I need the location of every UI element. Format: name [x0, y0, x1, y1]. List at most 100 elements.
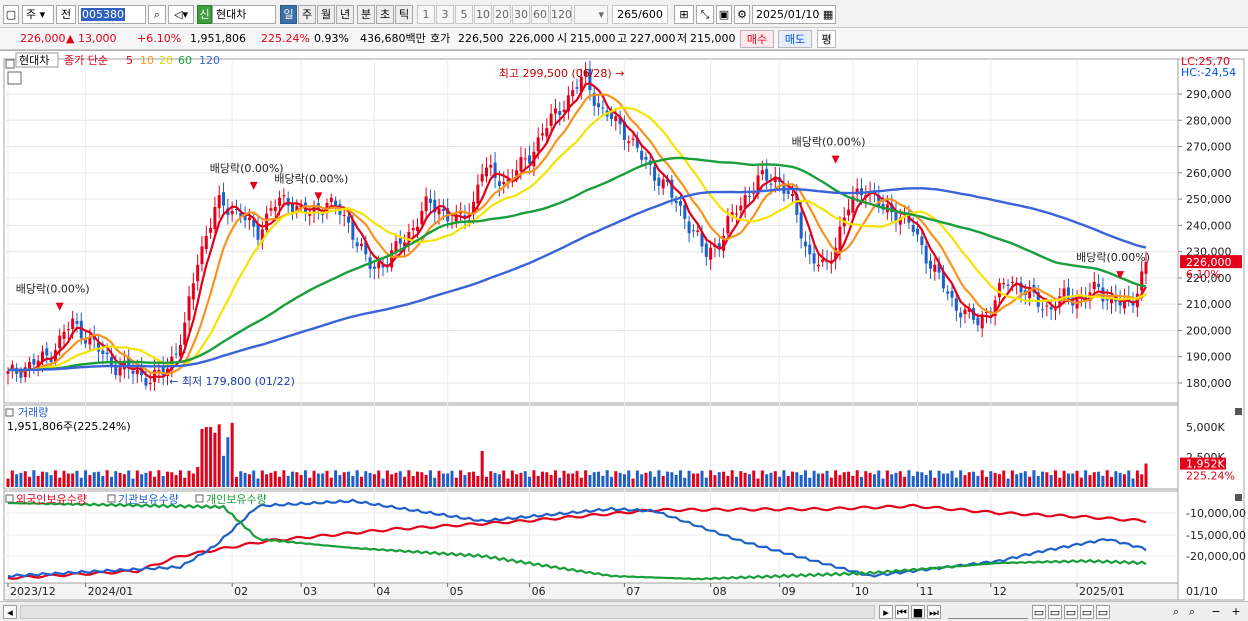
period-tab-month[interactable]: 월: [317, 5, 335, 24]
interval-20[interactable]: 20: [493, 5, 511, 24]
volume-bar: [661, 475, 665, 487]
candle-body: [394, 241, 398, 252]
candle-body: [545, 128, 549, 137]
price-change: ▲ 13,000: [66, 32, 117, 45]
ma-legend-10[interactable]: 10: [140, 54, 154, 67]
zoom-in-icon[interactable]: ⌕: [1172, 605, 1180, 618]
volume-bar: [114, 471, 118, 487]
candle-body: [23, 367, 27, 378]
count-display[interactable]: 265/600: [612, 5, 668, 24]
interval-30[interactable]: 30: [512, 5, 530, 24]
volume-bar: [140, 474, 144, 487]
period-tab-week[interactable]: 주: [298, 5, 316, 24]
volume-bar: [66, 473, 70, 487]
candle-body: [976, 317, 980, 326]
volume-bar: [1002, 470, 1006, 487]
volume-bar: [972, 471, 976, 487]
interval-1[interactable]: 1: [417, 5, 435, 24]
gear-icon[interactable]: ⚙: [734, 5, 750, 24]
buy-button[interactable]: 매수: [740, 30, 774, 48]
view-icon-2[interactable]: ▭: [1048, 605, 1062, 619]
candle-body: [980, 314, 984, 329]
stop-button[interactable]: ■: [911, 605, 925, 619]
draw-tool-icon[interactable]: ⤡: [696, 5, 714, 24]
scroll-track[interactable]: [20, 605, 875, 619]
period-tab-minute[interactable]: 분: [357, 5, 375, 24]
interval-custom-input[interactable]: ▾: [574, 5, 608, 24]
speaker-icon[interactable]: ◁▾: [168, 5, 194, 24]
period-tab-second[interactable]: 초: [376, 5, 394, 24]
candle-body: [6, 371, 10, 374]
zoom-slider[interactable]: [948, 605, 1028, 619]
volume-panel-menu-icon[interactable]: [5, 408, 14, 417]
period-tab-year[interactable]: 년: [336, 5, 354, 24]
period-tab-day[interactable]: 일: [280, 5, 297, 24]
quote-label: 호가: [430, 32, 451, 45]
foreign-holding-legend[interactable]: 외국인보유수량: [16, 493, 87, 506]
view-icon-4[interactable]: ▭: [1080, 605, 1094, 619]
inst-holding-legend[interactable]: 기관보유수량: [118, 493, 179, 506]
volume-bar: [92, 472, 96, 487]
search-icon[interactable]: ⌕: [148, 5, 166, 24]
grid-toggle-icon[interactable]: [7, 71, 22, 85]
eval-button[interactable]: 평: [817, 30, 836, 48]
interval-5[interactable]: 5: [455, 5, 473, 24]
date-input[interactable]: 2025/01/10 ▦: [752, 5, 836, 24]
scroll-right-button[interactable]: ▸: [879, 605, 893, 619]
view-icon-1[interactable]: ▭: [1032, 605, 1046, 619]
stock-name-input[interactable]: 현대차: [212, 5, 276, 24]
volume-bar: [377, 470, 381, 487]
interval-10[interactable]: 10: [474, 5, 492, 24]
period-tab-tick[interactable]: 틱: [395, 5, 413, 24]
save-icon[interactable]: ▣: [716, 5, 732, 24]
volume-bar: [687, 470, 691, 487]
candle-body: [377, 262, 381, 269]
holding-panel-menu-icon[interactable]: [5, 494, 14, 503]
interval-3[interactable]: 3: [436, 5, 454, 24]
candle-body: [196, 264, 200, 282]
indiv-holding-legend[interactable]: 개인보유수량: [206, 493, 267, 506]
volume-bar: [230, 422, 234, 487]
chart-type-icon[interactable]: ⊞: [674, 5, 694, 24]
candle-body: [528, 155, 532, 164]
volume-bar: [161, 475, 165, 487]
panel-menu-icon[interactable]: [5, 59, 15, 69]
period-select[interactable]: 주 ▾: [22, 5, 54, 24]
volume-bar: [579, 477, 583, 487]
sell-button[interactable]: 매도: [778, 30, 812, 48]
volume-bar: [756, 478, 760, 487]
fast-forward-button[interactable]: ⏭: [927, 605, 941, 619]
candle-body: [657, 177, 661, 186]
zoom-out-icon[interactable]: ⌕: [1188, 605, 1196, 618]
candle-body: [234, 209, 238, 211]
plus-button[interactable]: +: [1231, 605, 1241, 618]
ma-legend-60[interactable]: 60: [178, 54, 192, 67]
dividend-arrow: [314, 192, 323, 201]
interval-60[interactable]: 60: [531, 5, 549, 24]
window-icon[interactable]: ▢: [3, 5, 19, 24]
interval-120[interactable]: 120: [550, 5, 572, 24]
scroll-left-button[interactable]: ◂: [3, 605, 17, 619]
volume-bar: [765, 474, 769, 487]
ma-legend-20[interactable]: 20: [159, 54, 173, 67]
chart-area[interactable]: 2023/12 2024/01 02 03 04 05 06 07 08 09 10 11 12 2025…: [0, 50, 1248, 603]
candle-body: [476, 184, 480, 204]
view-icon-5[interactable]: ▭: [1096, 605, 1110, 619]
ma-legend-120[interactable]: 120: [199, 54, 220, 67]
volume-panel-close-icon[interactable]: [1235, 408, 1242, 415]
prev-button[interactable]: 전: [56, 5, 76, 24]
holding-panel-close-icon[interactable]: [1235, 494, 1242, 501]
candle-body: [329, 197, 333, 203]
volume-bar: [747, 474, 751, 487]
ma-legend-5[interactable]: 5: [126, 54, 133, 67]
candle-body: [101, 350, 105, 355]
volume-bar: [372, 474, 376, 487]
stock-chart[interactable]: 2023/12 2024/01 02 03 04 05 06 07 08 09 10 11 12 2025…: [0, 51, 1248, 604]
view-icon-3[interactable]: ▭: [1064, 605, 1078, 619]
stock-code-input[interactable]: 005380: [78, 5, 146, 24]
stock-tag[interactable]: 신: [197, 5, 212, 24]
volume-value: 1,951,806주(225.24%): [7, 420, 131, 433]
minus-button[interactable]: −: [1211, 605, 1221, 618]
rewind-button[interactable]: ⏮: [895, 605, 909, 619]
volume-bar: [334, 470, 338, 487]
